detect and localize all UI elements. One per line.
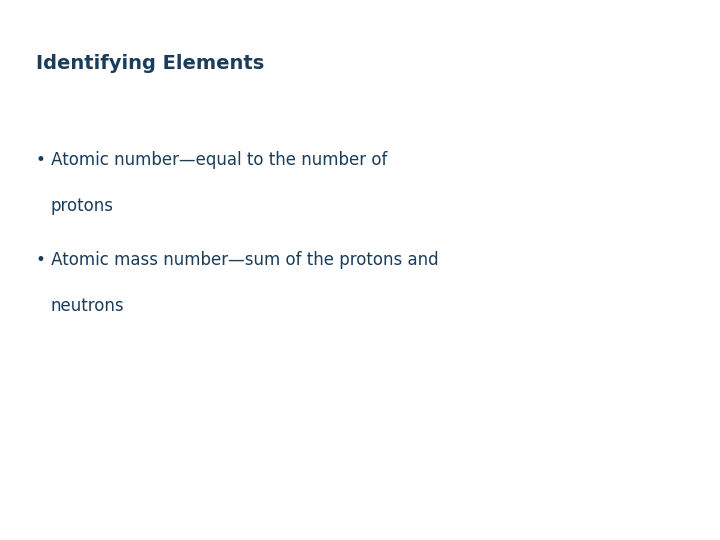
Text: neutrons: neutrons: [50, 297, 124, 315]
Text: • Atomic number—equal to the number of: • Atomic number—equal to the number of: [36, 151, 387, 169]
Text: Identifying Elements: Identifying Elements: [36, 54, 264, 73]
Text: • Atomic mass number—sum of the protons and: • Atomic mass number—sum of the protons …: [36, 251, 438, 269]
Text: protons: protons: [50, 197, 114, 215]
